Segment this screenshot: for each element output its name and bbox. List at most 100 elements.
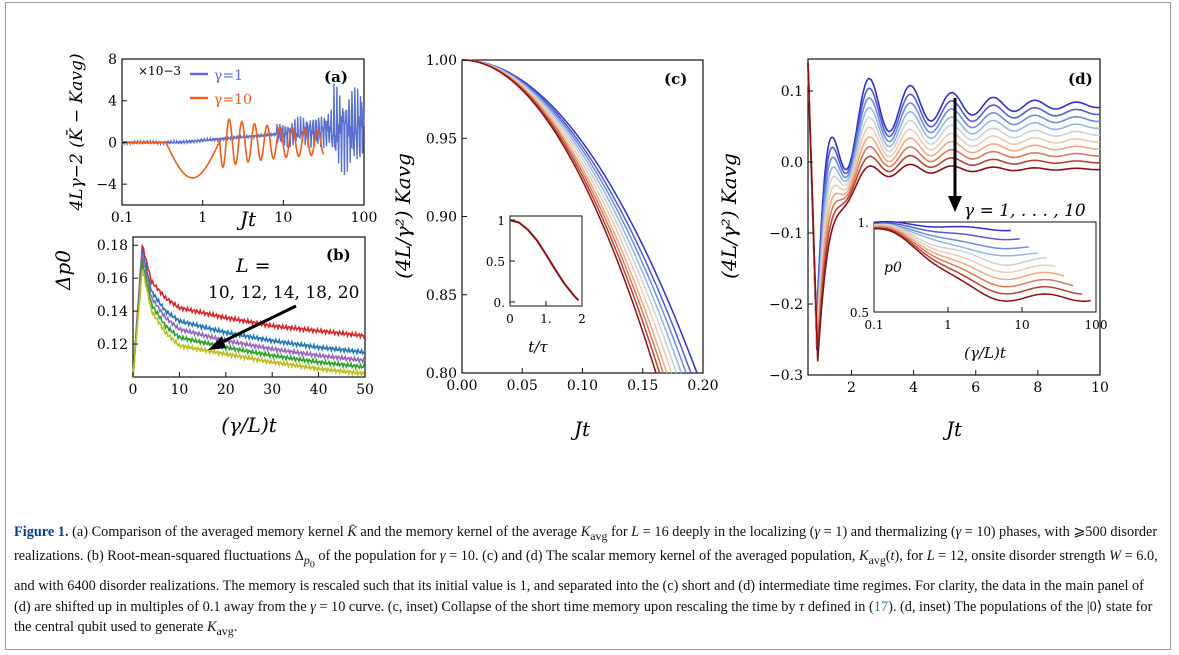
panel-c-xtick-label: 0.10: [567, 378, 598, 394]
panel-a-ylabel: 4Lγ−2 (K̄ − Kavg): [65, 53, 87, 211]
panel-c-label: (c): [664, 70, 687, 88]
series-L14-line: [132, 252, 366, 376]
panel-b-xtick-label: 30: [263, 382, 281, 398]
figure-number: Figure 1.: [14, 524, 69, 540]
panel-b-xlabel: (γ/L)t: [221, 413, 278, 437]
inset-population-gamma1: [873, 220, 1011, 232]
panel-b-xtick-label: 0: [129, 382, 138, 398]
panel-b-arrow: [217, 304, 297, 346]
inset-population-gamma5: [873, 223, 1047, 266]
panel-b-xtick-label: 10: [170, 382, 188, 398]
panel-d-inset-xtick-label: 10: [1014, 318, 1029, 332]
series-L18-line: [132, 260, 366, 377]
panel-d: 2 4 6 8 10 −0.3 −0.2 −0.1 0.0 0.1 γ = 1, . . . , …: [717, 58, 1109, 441]
inset-population-gamma2: [873, 222, 1020, 241]
series-gamma10-line: [461, 59, 657, 374]
panel-b-xtick-label: 20: [217, 382, 235, 398]
series-L12-line: [132, 248, 366, 376]
panel-d-ylabel: (4L/γ²) Kavg: [717, 153, 741, 279]
panel-d-ytick-label: −0.3: [769, 368, 803, 384]
panel-d-inset-xtick-label: 1: [944, 318, 952, 332]
panel-a-axes: [121, 58, 365, 206]
panel-a-multiplier: ×10−3: [138, 64, 181, 78]
panel-c-ytick-label: 0.95: [426, 131, 457, 147]
panel-d-inset-ytick-label: 1.: [858, 216, 869, 230]
panel-a-ytick-label: 8: [108, 52, 117, 68]
panel-a-xlabel: Jt: [236, 207, 257, 231]
panel-d-inset-xtick-label: 100: [1085, 318, 1108, 332]
series-gamma1-line: [807, 62, 1101, 350]
panel-c-ylabel: (4L/γ²) Kavg: [391, 153, 415, 279]
panel-c-ytick-label: 0.90: [426, 210, 457, 226]
panel-d-annotation: γ = 1, . . . , 10: [964, 201, 1086, 221]
caption-text: (a) Comparison of the averaged memory ke…: [14, 524, 1158, 638]
panel-c-inset-xlabel: t/τ: [528, 338, 548, 356]
panel-a-ytick-label: 0: [108, 135, 117, 151]
panel-b-ytick-label: 0.16: [97, 271, 128, 287]
panel-d-xtick-label: 4: [909, 380, 918, 396]
panel-d-ytick-label: 0.1: [781, 84, 803, 100]
inset-population-gamma3: [874, 223, 1029, 250]
panel-d-label: (d): [1068, 70, 1093, 88]
panel-c-inset: 0 1. 2 0. 0.5 1 t/τ: [486, 214, 586, 356]
panel-a-xtick-label: 10: [274, 210, 292, 226]
panel-d-xtick-label: 6: [971, 380, 980, 396]
inset-collapse-line: [509, 219, 580, 301]
panel-c-inset-ytick-label: 0.5: [486, 255, 505, 269]
inset-population-gamma8: [873, 226, 1074, 288]
legend-label-gamma1: γ=1: [214, 68, 243, 84]
panel-d-arrowhead: [948, 196, 962, 212]
panel-c-xtick-label: 0.05: [507, 378, 538, 394]
panel-d-xlabel: Jt: [942, 417, 963, 441]
panel-c-inset-xtick-label: 2: [578, 312, 586, 326]
figure-frame: [5, 2, 1171, 650]
panel-b-axes: [132, 236, 366, 378]
panel-c-inset-xtick-label: 1.: [540, 312, 551, 326]
panel-a-xtick-label: 1: [198, 210, 207, 226]
panel-b-ytick-label: 0.12: [97, 337, 128, 353]
inset-population-gamma10: [873, 228, 1091, 302]
panel-c-inset-ytick-label: 1: [497, 214, 505, 228]
panel-a-xtick-label: 100: [351, 210, 378, 226]
panel-d-ytick-label: −0.2: [769, 297, 803, 313]
series-gamma10-line: [122, 118, 325, 179]
panel-d-inset-xtick-label: 0.1: [864, 318, 883, 332]
inset-population-gamma7: [873, 225, 1065, 281]
panel-c-ytick-label: 1.00: [426, 53, 457, 69]
panel-d-inset: 0.1 1 10 100 0.5 1. p0 (γ/L)t: [850, 216, 1108, 362]
panel-b-ytick-label: 0.14: [97, 304, 128, 320]
inset-population-gamma6: [873, 224, 1056, 274]
panel-c-xtick-label: 0.00: [446, 378, 477, 394]
inset-population-gamma9: [873, 227, 1082, 295]
panel-a-ytick-label: −4: [96, 177, 117, 193]
panel-a-label: (a): [324, 68, 348, 86]
panel-b-annotation-line1: L =: [235, 255, 271, 277]
panel-d-ytick-label: 0.0: [781, 155, 803, 171]
panel-d-inset-xlabel: (γ/L)t: [964, 344, 1007, 362]
panel-a-ytick-label: 4: [108, 94, 117, 110]
panel-a: 0.1 1 10 100 −4 0 4 8 ×10−3 γ=1 γ=10 (a) Jt 4Lγ…: [65, 52, 377, 231]
panel-b: 0 10 20 30 40 50 0.12 0.14 0.16 0.18 L = 10, 12, …: [51, 236, 374, 437]
panel-c-ytick-label: 0.80: [426, 366, 457, 382]
panel-b-ylabel: Δp0: [51, 250, 75, 291]
panel-b-arrowhead: [208, 336, 226, 350]
panel-c-xlabel: Jt: [570, 417, 591, 441]
panel-c-inset-ytick-label: 0.: [494, 296, 505, 310]
panel-d-xtick-label: 10: [1091, 380, 1109, 396]
panel-a-xtick-label: 0.1: [111, 210, 133, 226]
panel-b-xtick-label: 40: [310, 382, 328, 398]
panel-c-xtick-label: 0.15: [627, 378, 658, 394]
series-L10-line: [132, 243, 366, 378]
panel-c-inset-xtick-label: 0: [506, 312, 514, 326]
panel-b-ytick-label: 0.18: [97, 238, 128, 254]
panel-d-xtick-label: 2: [847, 380, 856, 396]
panel-d-inset-ylabel: p0: [884, 260, 902, 276]
panel-d-ytick-label: −0.1: [769, 226, 803, 242]
panel-b-xtick-label: 50: [356, 382, 374, 398]
legend-label-gamma10: γ=10: [214, 92, 252, 108]
panel-d-axes: [807, 58, 1101, 376]
panel-b-annotation-line2: 10, 12, 14, 18, 20: [208, 283, 359, 303]
panel-d-inset-ytick-label: 0.5: [850, 306, 869, 320]
panel-b-label: (b): [326, 246, 351, 264]
